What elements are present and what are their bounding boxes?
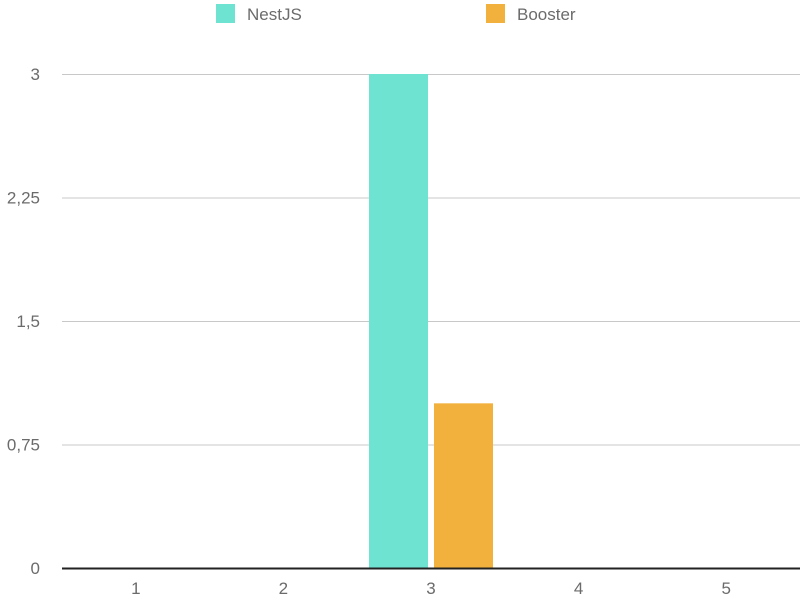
- legend-item-nestjs: NestJS: [216, 4, 302, 24]
- x-tick-label: 4: [574, 579, 583, 598]
- legend-label: Booster: [517, 5, 576, 24]
- x-tick-label: 2: [279, 579, 288, 598]
- gridlines: [62, 74, 800, 446]
- x-tick-label: 3: [426, 579, 435, 598]
- legend: NestJS Booster: [216, 4, 576, 24]
- y-tick-label: 2,25: [7, 189, 40, 208]
- legend-swatch: [486, 4, 505, 23]
- y-tick-label: 3: [31, 65, 40, 84]
- y-tick-label: 1,5: [16, 312, 40, 331]
- bar-booster-3: [434, 403, 493, 568]
- bar-nestjs-3: [369, 74, 428, 568]
- y-tick-label: 0: [31, 559, 40, 578]
- y-tick-label: 0,75: [7, 436, 40, 455]
- x-tick-label: 1: [131, 579, 140, 598]
- legend-label: NestJS: [247, 5, 302, 24]
- legend-item-booster: Booster: [486, 4, 576, 24]
- x-tick-labels: 1 2 3 4 5: [131, 579, 731, 598]
- legend-swatch: [216, 4, 235, 23]
- x-tick-label: 5: [721, 579, 730, 598]
- y-tick-labels: 0 0,75 1,5 2,25 3: [7, 65, 40, 578]
- bars: [369, 74, 493, 568]
